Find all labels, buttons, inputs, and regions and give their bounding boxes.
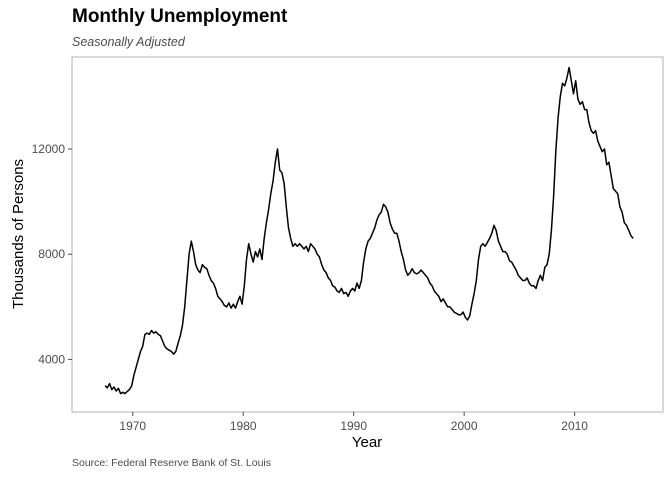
x-tick-label: 1980 bbox=[230, 419, 257, 433]
x-tick-label: 2010 bbox=[561, 419, 588, 433]
x-axis-title: Year bbox=[352, 434, 382, 451]
y-axis: 4000 8000 12000 bbox=[32, 142, 72, 366]
chart-caption: Source: Federal Reserve Bank of St. Loui… bbox=[72, 457, 272, 469]
x-tick-label: 2000 bbox=[451, 419, 478, 433]
x-tick-label: 1970 bbox=[119, 419, 146, 433]
x-axis: 1970 1980 1990 2000 2010 bbox=[119, 412, 588, 433]
y-tick-label: 8000 bbox=[38, 247, 65, 261]
y-axis-title: Thousands of Persons bbox=[10, 159, 27, 309]
chart-subtitle: Seasonally Adjusted bbox=[72, 35, 185, 49]
y-tick-label: 4000 bbox=[38, 352, 65, 366]
unemployment-line bbox=[104, 66, 634, 395]
plot-panel-border bbox=[71, 56, 664, 413]
y-tick-label: 12000 bbox=[32, 142, 66, 156]
x-tick-label: 1990 bbox=[340, 419, 367, 433]
chart-title: Monthly Unemployment bbox=[72, 6, 288, 27]
